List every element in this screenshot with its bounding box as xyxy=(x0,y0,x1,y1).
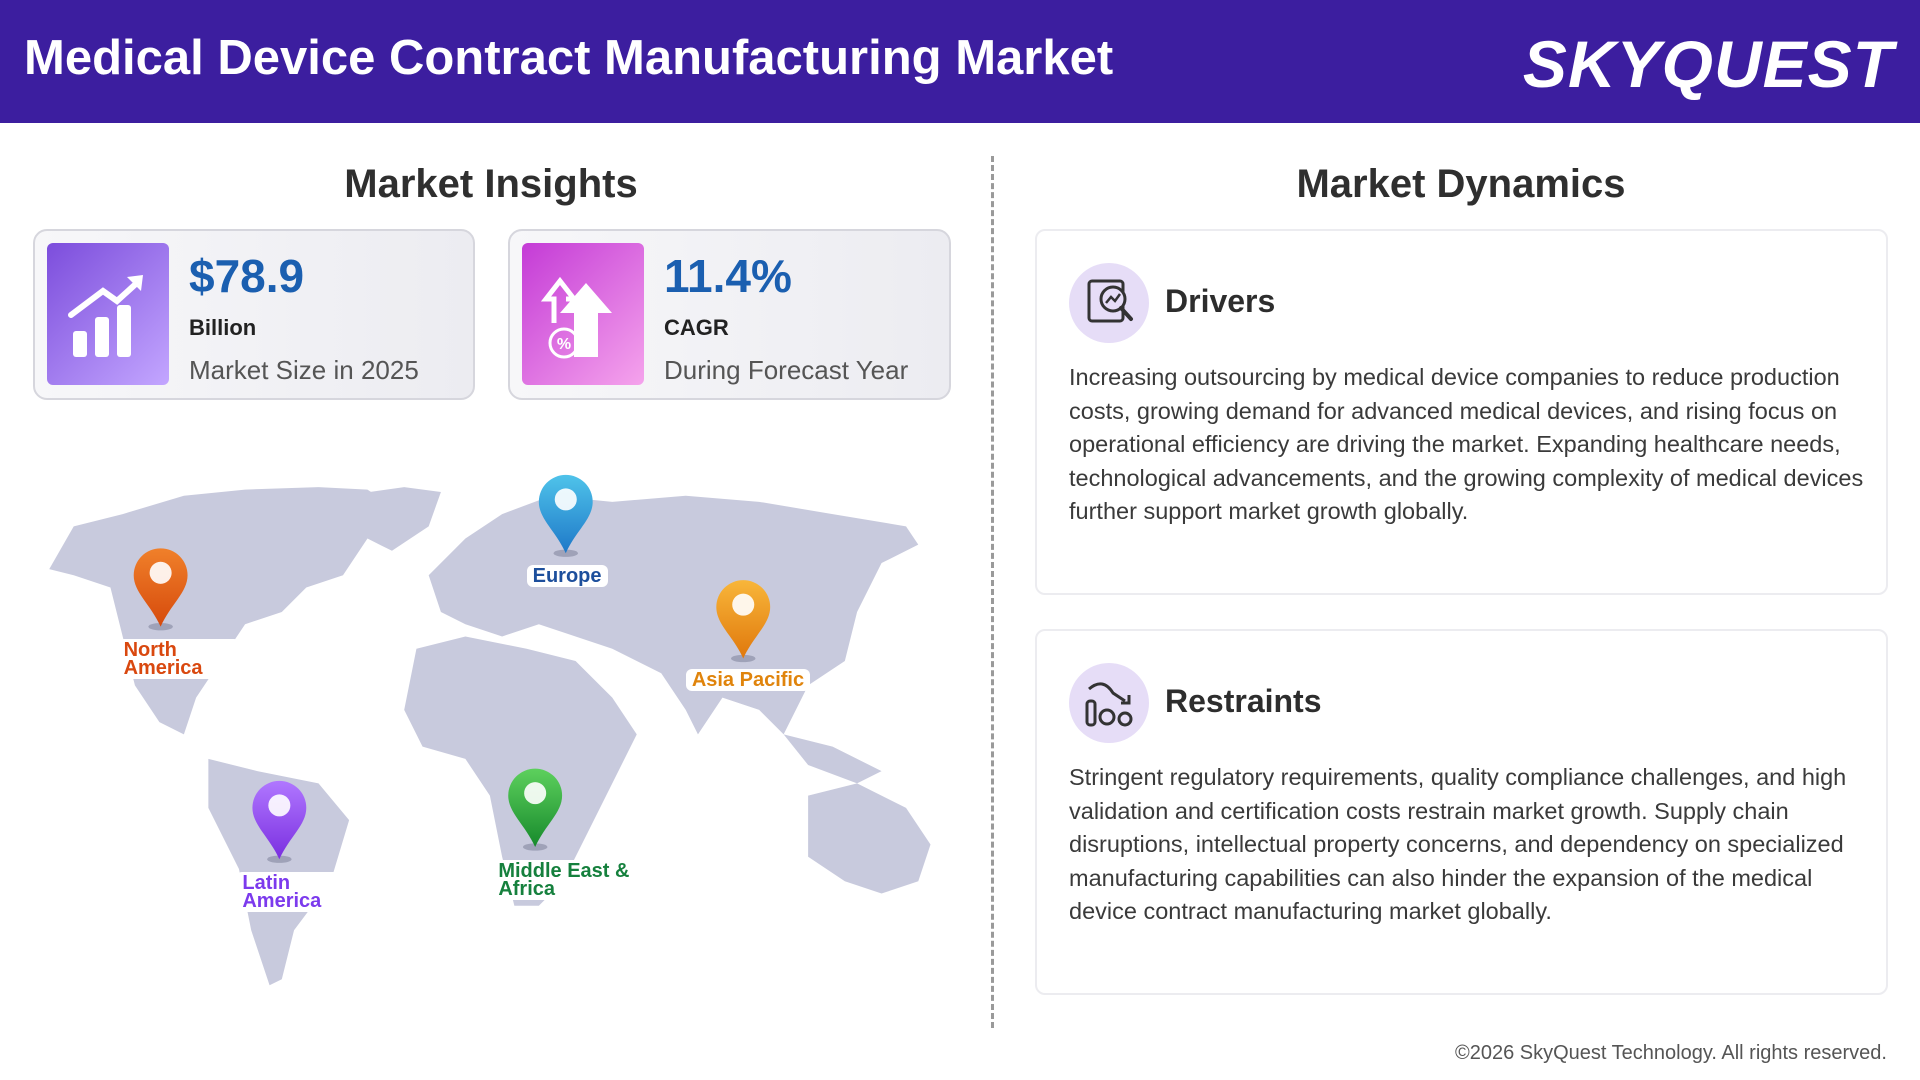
stat-icon xyxy=(47,243,169,385)
section-title: Market Dynamics xyxy=(1296,162,1626,206)
map-pin xyxy=(538,474,593,557)
page-title: Medical Device Contract Manufacturing Ma… xyxy=(24,31,1114,85)
region-label: North America xyxy=(117,639,240,680)
icon-graphic xyxy=(1085,682,1133,727)
section-heading: Drivers xyxy=(1165,283,1276,319)
section-heading: Restraints xyxy=(1165,683,1322,719)
svg-text:%: % xyxy=(557,336,571,353)
stat-value: $78.9 xyxy=(189,250,305,302)
section-text: Stringent regulatory requirements, quali… xyxy=(1069,764,1847,924)
drivers-icon xyxy=(1069,263,1149,343)
section-title: Market Insights xyxy=(344,162,638,206)
logo: SKYQUEST xyxy=(1522,27,1894,101)
dynamics-card: Restraints Stringent regulatory requirem… xyxy=(1035,629,1888,995)
stat-value: 11.4% xyxy=(664,250,792,302)
map-pin xyxy=(508,768,563,851)
region-label: Middle East & Africa xyxy=(492,859,642,900)
map-pin xyxy=(716,580,771,663)
copyright: ©2026 SkyQuest Technology. All rights re… xyxy=(1454,1042,1887,1064)
region-label: Europe xyxy=(526,564,608,587)
section-text: Increasing outsourcing by medical device… xyxy=(1069,364,1864,524)
stat-icon: % xyxy=(522,243,644,385)
restraints-icon xyxy=(1069,663,1149,743)
region-label: Latin America xyxy=(236,871,359,912)
header-bar: Medical Device Contract Manufacturing Ma… xyxy=(0,0,1920,123)
map-pin xyxy=(252,780,307,863)
stat-card: % 11.4% CAGR During Forecast Year xyxy=(508,229,951,400)
icon-graphic xyxy=(1087,279,1133,323)
arrow-percent-icon: % xyxy=(540,276,612,359)
stat-label: Market Size in 2025 xyxy=(189,355,419,385)
stat-card: $78.9 Billion Market Size in 2025 xyxy=(33,229,475,400)
region-label: Asia Pacific xyxy=(685,668,811,691)
divider xyxy=(991,156,994,1028)
map-shapes xyxy=(49,474,931,986)
stat-unit: CAGR xyxy=(664,315,729,340)
world-map: North America Europe Asia Pacific Latin Ame… xyxy=(0,0,992,1000)
stat-unit: Billion xyxy=(189,315,257,340)
bar-growth-icon xyxy=(68,275,143,357)
dynamics-card: Drivers Increasing outsourcing by medica… xyxy=(1035,229,1888,595)
stat-label: During Forecast Year xyxy=(664,355,909,385)
map-pin xyxy=(133,548,188,631)
